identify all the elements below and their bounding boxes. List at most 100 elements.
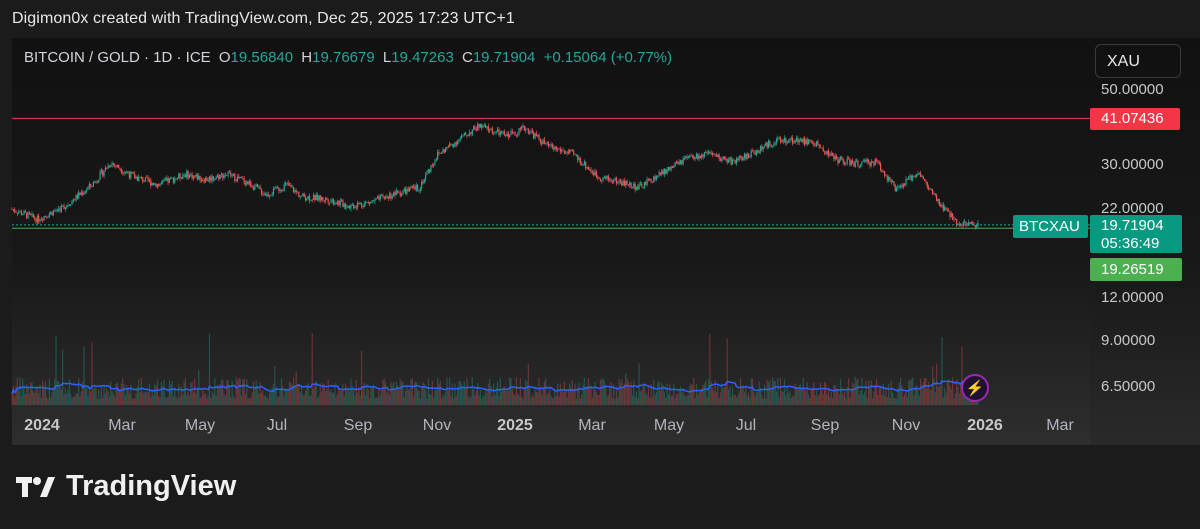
- candle-body: [674, 162, 676, 167]
- volume-bar: [573, 390, 575, 405]
- volume-bar: [533, 396, 535, 405]
- volume-bar: [210, 397, 212, 405]
- volume-bar: [434, 390, 436, 405]
- candle: [331, 198, 333, 204]
- candle: [326, 196, 328, 201]
- candle-body: [114, 164, 116, 166]
- candle: [387, 195, 389, 202]
- volume-bar: [284, 388, 287, 405]
- volume-bar: [762, 398, 764, 405]
- candle-body: [606, 175, 608, 179]
- candle-body: [946, 209, 948, 211]
- volume-bar: [167, 396, 169, 405]
- candle: [630, 182, 632, 190]
- volume-bar: [451, 383, 453, 405]
- candle: [358, 201, 360, 205]
- volume-bar: [174, 387, 176, 405]
- candle-body: [830, 152, 832, 156]
- candle: [247, 181, 249, 186]
- volume-bar: [438, 383, 440, 405]
- candle-body: [610, 178, 612, 182]
- candle: [50, 211, 52, 215]
- candle-body: [567, 151, 569, 153]
- volume-bar: [435, 389, 437, 405]
- volume-bar: [829, 397, 831, 405]
- candle-body: [758, 151, 760, 153]
- volume-bar: [156, 380, 159, 405]
- volume-bar: [571, 380, 573, 405]
- volume-bar: [685, 396, 687, 405]
- legend-open-value: 19.56840: [230, 49, 294, 66]
- time-axis-label: Nov: [422, 417, 452, 434]
- candle: [722, 155, 724, 161]
- volume-bar: [578, 383, 580, 405]
- candle-body: [430, 165, 432, 172]
- volume-bar: [172, 396, 175, 405]
- volume-bar: [623, 383, 626, 405]
- candle-body: [583, 161, 585, 165]
- candle-body: [502, 131, 504, 133]
- volume-bar: [789, 390, 791, 405]
- candle: [232, 173, 235, 177]
- candle-body: [46, 216, 48, 218]
- candle-body: [228, 172, 231, 174]
- candle-body: [409, 187, 411, 192]
- candle-body: [802, 138, 804, 143]
- candle: [751, 148, 754, 152]
- candle: [335, 202, 337, 205]
- candle-body: [767, 140, 770, 148]
- candle: [283, 181, 285, 192]
- volume-bar: [645, 392, 647, 405]
- candle: [916, 173, 918, 178]
- currency-button[interactable]: XAU: [1095, 44, 1181, 78]
- flash-icon[interactable]: ⚡: [961, 374, 989, 402]
- candle: [79, 192, 81, 196]
- volume-bar: [638, 363, 640, 405]
- volume-bar: [90, 391, 92, 405]
- candle: [159, 183, 161, 187]
- volume-bar: [601, 379, 603, 405]
- candle: [843, 160, 846, 166]
- candle: [473, 125, 475, 131]
- volume-bar: [127, 387, 129, 405]
- candle-body: [24, 211, 26, 213]
- candle: [825, 151, 827, 155]
- volume-bar: [869, 386, 871, 405]
- candle: [953, 216, 955, 223]
- volume-bar: [751, 378, 754, 405]
- candle: [758, 150, 760, 154]
- candle: [264, 192, 267, 196]
- volume-bar: [493, 383, 495, 405]
- candle: [174, 176, 176, 185]
- candle: [223, 173, 225, 180]
- candle: [553, 144, 555, 152]
- volume-bar: [566, 397, 568, 405]
- candle-body: [120, 169, 123, 173]
- volume-bar: [175, 396, 177, 405]
- candle-body: [918, 173, 920, 175]
- candle-body: [847, 158, 850, 160]
- candle: [614, 176, 616, 181]
- volume-bar: [64, 387, 66, 405]
- candle: [538, 132, 540, 141]
- candle: [244, 180, 247, 187]
- candle-body: [194, 175, 196, 177]
- volume-bar: [858, 394, 860, 405]
- candle: [490, 127, 492, 131]
- candle: [44, 215, 46, 218]
- candle: [526, 128, 528, 130]
- volume-bar: [34, 393, 36, 405]
- volume-bar: [738, 391, 740, 405]
- volume-bar: [901, 385, 903, 405]
- candle-body: [618, 180, 620, 183]
- candle: [184, 173, 187, 178]
- chart-pane[interactable]: [12, 38, 1090, 445]
- candle: [279, 187, 281, 193]
- candle-body: [96, 182, 98, 183]
- volume-bar: [276, 397, 279, 405]
- candle: [191, 171, 193, 180]
- candle: [266, 191, 268, 198]
- volume-bar: [698, 391, 700, 405]
- candle-body: [401, 193, 403, 196]
- candle: [859, 163, 862, 168]
